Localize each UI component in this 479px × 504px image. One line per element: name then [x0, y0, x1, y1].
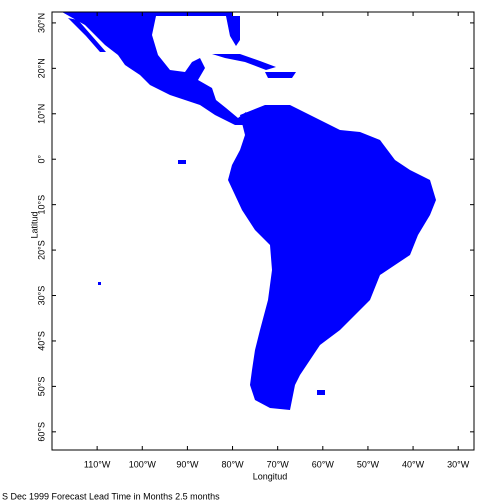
y-tick-label: 10°S — [36, 195, 46, 215]
falklands — [317, 390, 325, 395]
y-tick-label: 20°N — [36, 58, 46, 78]
y-tick-label: 30°N — [36, 13, 46, 33]
x-tick-label: 110°W — [84, 459, 111, 469]
y-tick-label: 10°N — [36, 104, 46, 124]
x-tick-label: 30°W — [447, 459, 470, 469]
north-central-america — [62, 12, 250, 125]
x-tick-label: 100°W — [129, 459, 157, 469]
south-america — [228, 105, 436, 410]
hispaniola — [265, 72, 296, 78]
florida — [226, 16, 240, 46]
baja-california — [68, 18, 106, 52]
x-tick-label: 40°W — [402, 459, 425, 469]
x-tick-label: 60°W — [312, 459, 335, 469]
island — [98, 282, 101, 285]
land — [62, 12, 436, 410]
y-tick-label: 20°S — [36, 240, 46, 260]
y-tick-label: 30°S — [36, 286, 46, 306]
caption: S Dec 1999 Forecast Lead Time in Months … — [2, 491, 220, 501]
x-tick-label: 80°W — [221, 459, 244, 469]
y-tick-label: 50°S — [36, 377, 46, 397]
x-tick-label: 90°W — [176, 459, 199, 469]
cuba — [212, 54, 276, 70]
plot-frame — [51, 11, 475, 451]
y-tick-label: 40°S — [36, 331, 46, 351]
y-tick-label: 0° — [36, 155, 46, 164]
x-axis-label: Longitud — [253, 471, 288, 481]
x-tick-label: 50°W — [357, 459, 380, 469]
y-tick-label: 60°S — [36, 422, 46, 442]
y-axis-label: Latitud — [29, 211, 39, 238]
galapagos — [178, 160, 186, 164]
x-tick-label: 70°W — [267, 459, 290, 469]
